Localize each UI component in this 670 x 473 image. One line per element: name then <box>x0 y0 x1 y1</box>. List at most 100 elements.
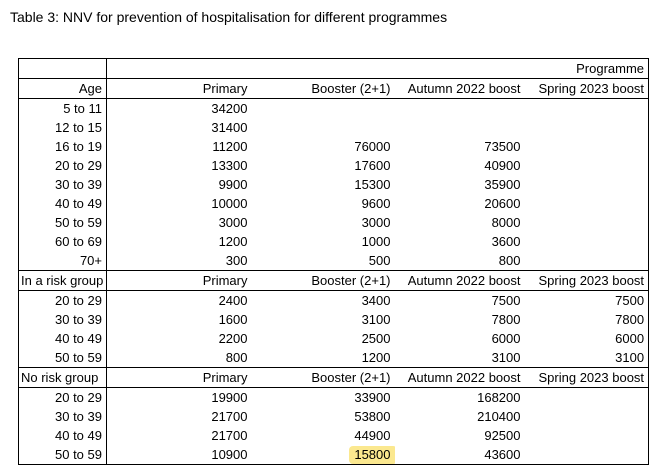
cell-spring <box>525 137 649 156</box>
cell-booster: 1000 <box>361 234 391 249</box>
cell-primary: 21700 <box>211 428 248 443</box>
table-row: 40 to 49 21700 44900 92500 <box>18 426 649 445</box>
cell-primary: 9900 <box>218 177 248 192</box>
table-row-header-no-risk-group: No risk group Primary Booster (2+1) Autu… <box>18 367 649 388</box>
cell-autumn: 92500 <box>484 428 521 443</box>
cell-booster: 3400 <box>361 293 391 308</box>
cell-autumn: 40900 <box>484 158 521 173</box>
cell-primary: 10900 <box>211 447 248 462</box>
cell-group: 20 to 29 <box>18 290 107 310</box>
table-row: 20 to 29 19900 33900 168200 <box>18 387 649 407</box>
cell-booster: 15300 <box>354 177 391 192</box>
table-row: 70+ 300 500 800 <box>18 251 649 271</box>
cell-booster: 9600 <box>361 196 391 211</box>
cell-group: 70+ <box>18 251 107 271</box>
table-row: 30 to 39 9900 15300 35900 <box>18 175 649 194</box>
col-header-spring: Spring 2023 boost <box>524 78 649 99</box>
cell-booster: 53800 <box>354 409 391 424</box>
table-row: 40 to 49 10000 9600 20600 <box>18 194 649 213</box>
table-row-header-age: Age Primary Booster (2+1) Autumn 2022 bo… <box>18 78 649 99</box>
col-header-autumn: Autumn 2022 boost <box>394 367 525 388</box>
cell-spring <box>525 232 649 251</box>
cell-group: 40 to 49 <box>18 194 107 213</box>
empty-corner-cell <box>18 58 107 79</box>
cell-autumn: 7500 <box>491 293 521 308</box>
cell-autumn: 210400 <box>477 409 521 424</box>
cell-spring: 7500 <box>615 293 645 308</box>
table-row-header-risk-group: In a risk group Primary Booster (2+1) Au… <box>18 270 649 291</box>
cell-spring <box>525 251 649 271</box>
cell-booster: 33900 <box>354 390 391 405</box>
section-label-risk-group: In a risk group <box>18 270 107 291</box>
cell-autumn: 7800 <box>491 312 521 327</box>
col-header-primary: Primary <box>106 270 252 291</box>
col-header-age: Age <box>18 78 107 99</box>
cell-autumn: 3600 <box>491 234 521 249</box>
cell-booster: 3100 <box>361 312 391 327</box>
table-row: 12 to 15 31400 <box>18 118 649 137</box>
cell-group: 16 to 19 <box>18 137 107 156</box>
table-row: 20 to 29 2400 3400 7500 7500 <box>18 290 649 310</box>
table-row: 40 to 49 2200 2500 6000 6000 <box>18 329 649 348</box>
cell-spring <box>525 99 649 119</box>
cell-autumn: 43600 <box>484 447 521 462</box>
cell-group: 30 to 39 <box>18 407 107 426</box>
cell-group: 20 to 29 <box>18 156 107 175</box>
col-header-autumn: Autumn 2022 boost <box>394 78 525 99</box>
cell-booster: 2500 <box>361 331 391 346</box>
cell-group: 50 to 59 <box>18 445 107 465</box>
cell-group: 40 to 49 <box>18 329 107 348</box>
col-header-primary: Primary <box>106 78 252 99</box>
table-row: 30 to 39 1600 3100 7800 7800 <box>18 310 649 329</box>
cell-booster: 76000 <box>354 139 391 154</box>
cell-group: 40 to 49 <box>18 426 107 445</box>
cell-autumn: 35900 <box>484 177 521 192</box>
cell-group: 5 to 11 <box>18 98 107 118</box>
table-row: 16 to 19 11200 76000 73500 <box>18 137 649 156</box>
cell-primary: 1600 <box>218 312 248 327</box>
cell-primary: 3000 <box>218 215 248 230</box>
cell-booster <box>252 99 395 119</box>
cell-autumn <box>395 99 525 119</box>
col-header-spring: Spring 2023 boost <box>524 270 649 291</box>
cell-autumn: 168200 <box>477 390 521 405</box>
cell-spring <box>525 213 649 232</box>
cell-primary: 10000 <box>211 196 248 211</box>
cell-group: 60 to 69 <box>18 232 107 251</box>
col-header-booster: Booster (2+1) <box>251 270 395 291</box>
cell-autumn: 800 <box>498 253 521 268</box>
cell-group: 30 to 39 <box>18 175 107 194</box>
table-row: 50 to 59 3000 3000 8000 <box>18 213 649 232</box>
col-header-primary: Primary <box>106 367 252 388</box>
cell-primary: 11200 <box>212 139 248 154</box>
cell-group: 12 to 15 <box>18 118 107 137</box>
cell-autumn: 8000 <box>491 215 521 230</box>
cell-spring <box>525 426 649 445</box>
cell-spring: 6000 <box>615 331 645 346</box>
cell-primary: 19900 <box>211 390 248 405</box>
cell-spring <box>525 118 649 137</box>
cell-booster: 17600 <box>354 158 391 173</box>
cell-spring: 3100 <box>615 350 645 365</box>
cell-primary: 1200 <box>218 234 248 249</box>
table-row-programme: Programme <box>18 58 649 79</box>
cell-autumn: 6000 <box>491 331 521 346</box>
col-header-spring: Spring 2023 boost <box>524 367 649 388</box>
cell-group: 50 to 59 <box>18 213 107 232</box>
cell-booster: 500 <box>368 253 391 268</box>
cell-primary: 13300 <box>211 158 248 173</box>
cell-primary: 300 <box>225 253 248 268</box>
cell-booster: 15800 <box>252 445 395 465</box>
cell-spring <box>525 407 649 426</box>
cell-autumn: 73500 <box>484 139 521 154</box>
cell-primary: 800 <box>225 350 248 365</box>
col-header-booster: Booster (2+1) <box>251 78 395 99</box>
table-row: 20 to 29 13300 17600 40900 <box>18 156 649 175</box>
cell-autumn <box>395 118 525 137</box>
programme-header-cell: Programme <box>106 58 649 79</box>
col-header-booster: Booster (2+1) <box>251 367 395 388</box>
cell-booster: 3000 <box>361 215 391 230</box>
col-header-autumn: Autumn 2022 boost <box>394 270 525 291</box>
cell-group: 30 to 39 <box>18 310 107 329</box>
cell-spring <box>525 194 649 213</box>
